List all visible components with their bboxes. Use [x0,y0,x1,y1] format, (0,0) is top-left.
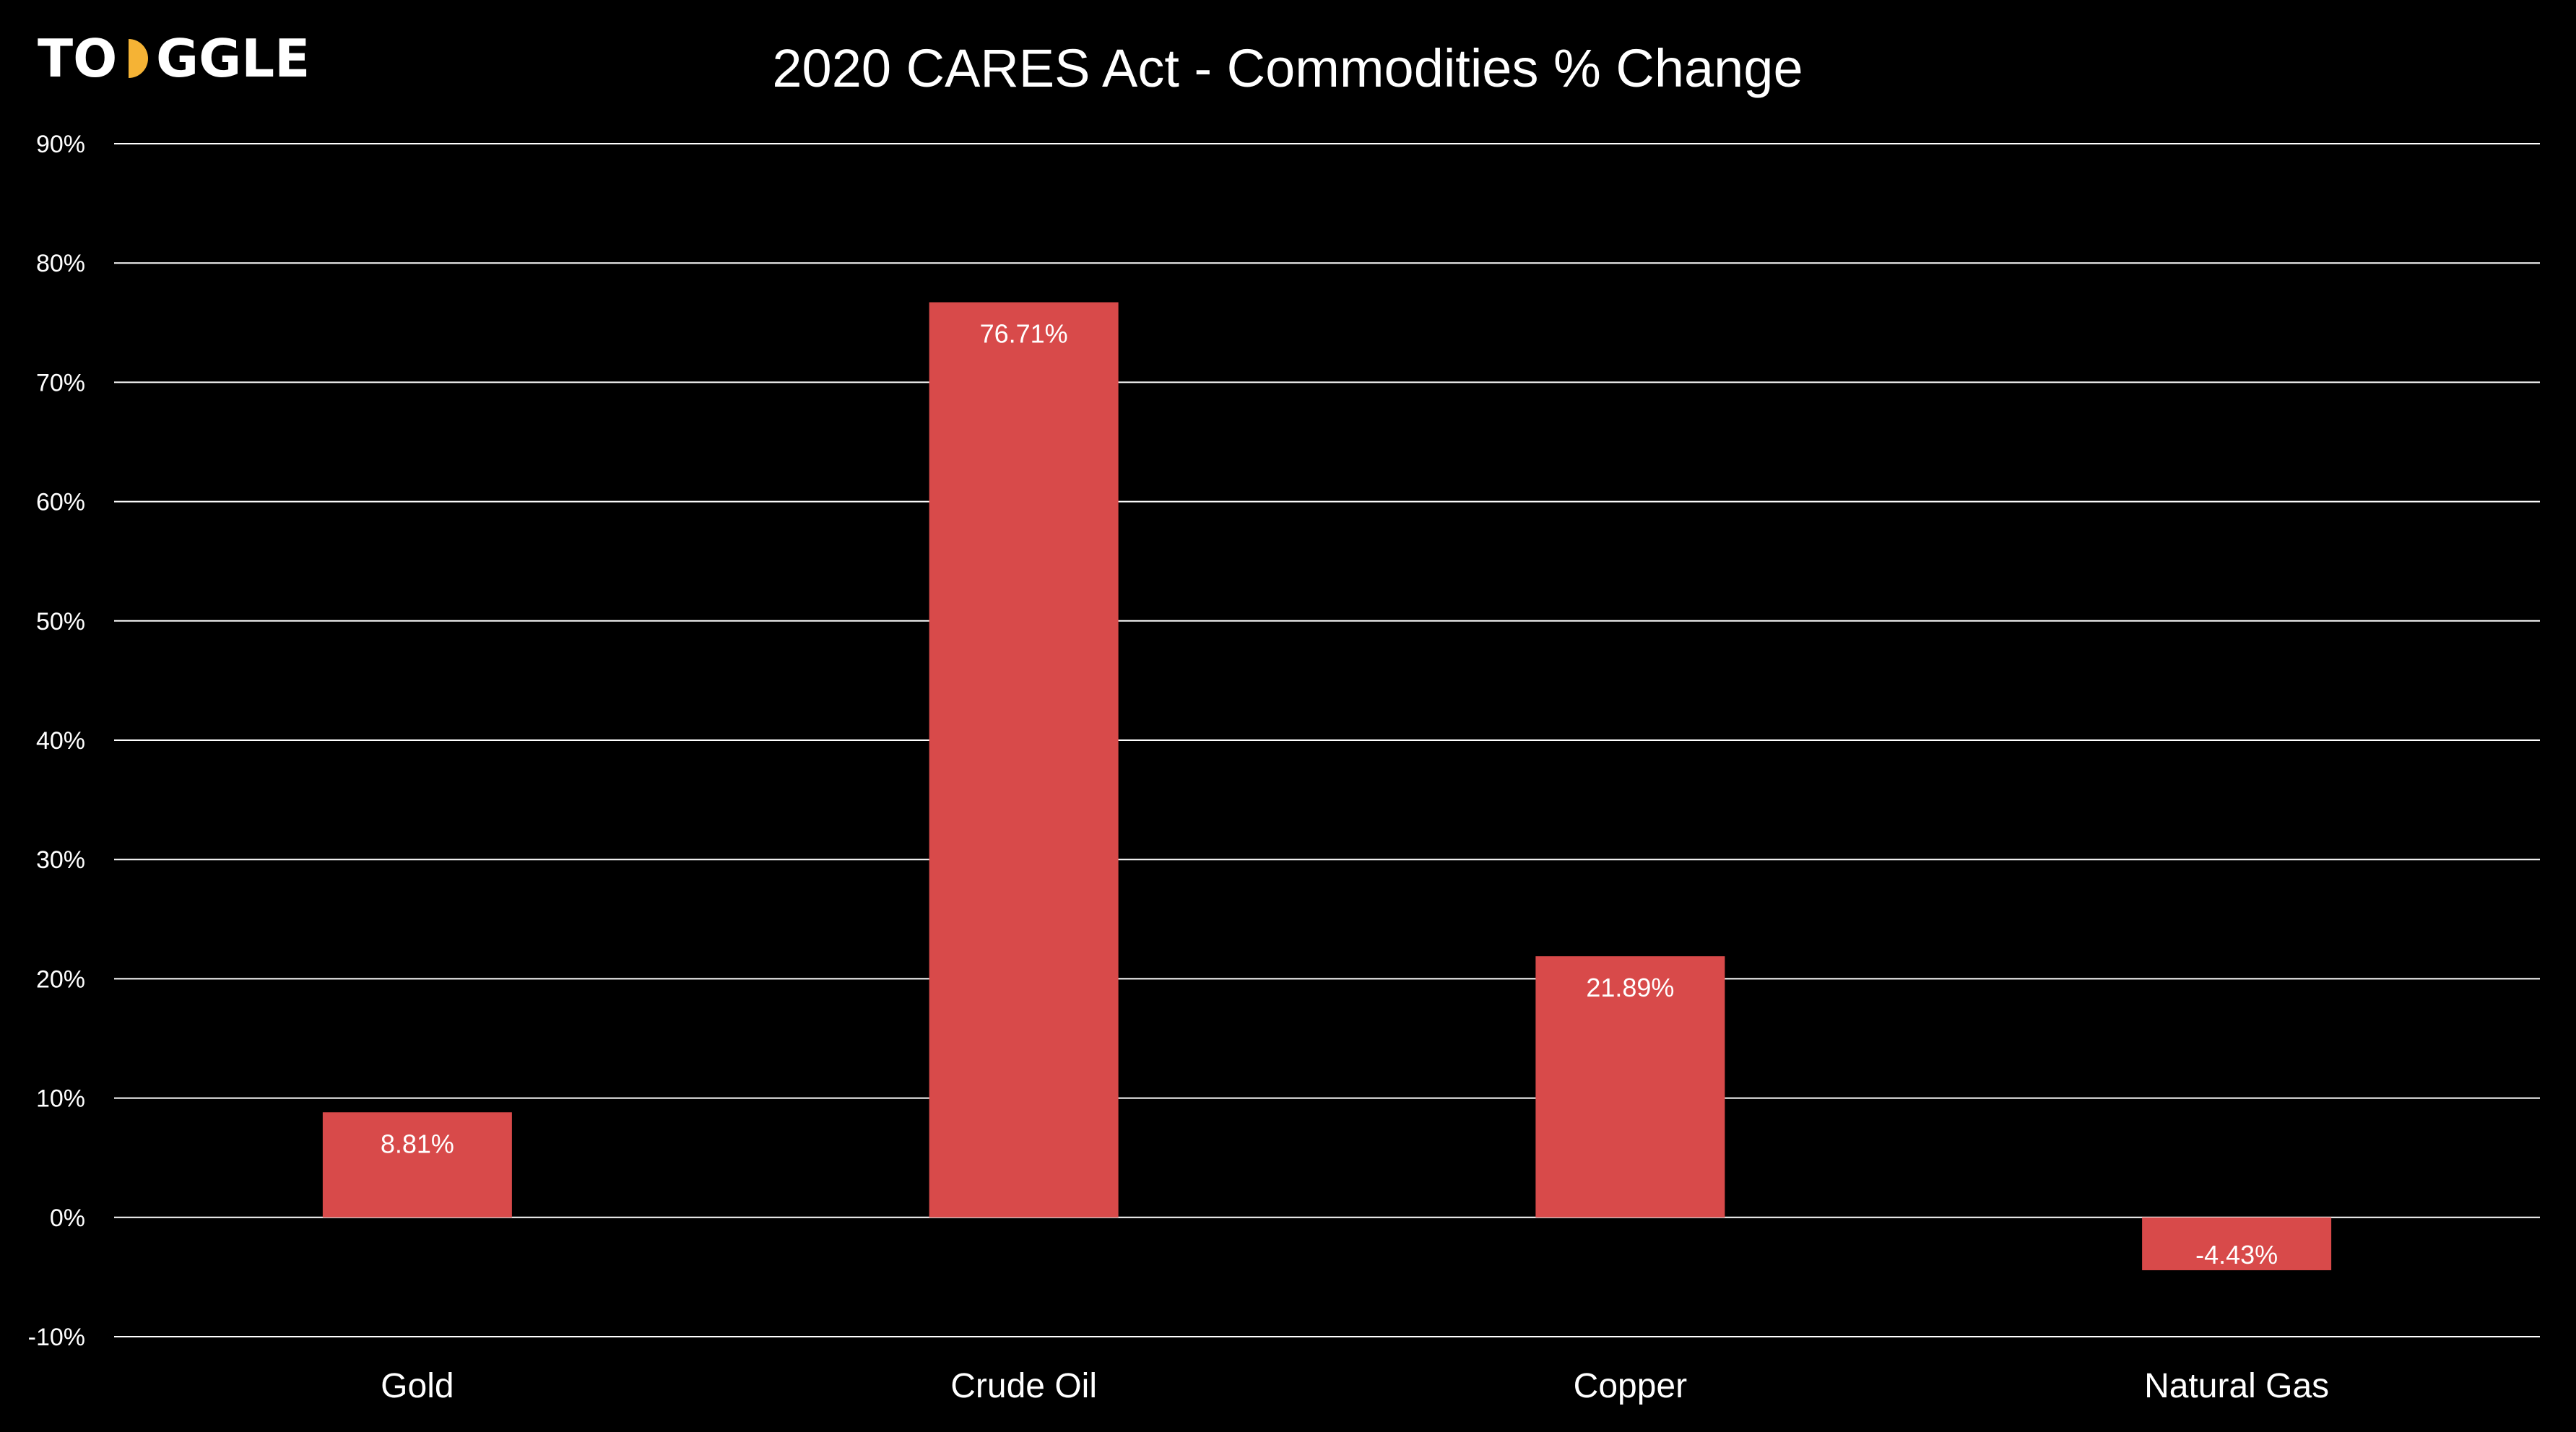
data-labels: 8.81% 76.71% 21.89% -4.43% [381,319,2278,1270]
y-tick-label: 90% [36,131,85,158]
data-label: 8.81% [381,1129,454,1158]
bar [2142,1217,2332,1270]
y-tick-label: 80% [36,250,85,277]
y-tick-label: 30% [36,846,85,874]
bars [322,302,2332,1270]
data-label: 76.71% [980,319,1068,349]
y-tick-label: 40% [36,727,85,755]
y-tick-label: 60% [36,489,85,516]
chart-title: 2020 CARES Act - Commodities % Change [772,38,1803,98]
x-category-label: Gold [381,1367,454,1405]
y-tick-label: 70% [36,369,85,396]
bar [1535,956,1725,1218]
x-axis-category-labels: Gold Crude Oil Copper Natural Gas [381,1367,2329,1405]
y-axis-tick-labels: -10% 0% 10% 20% 30% 40% 50% 60% 70% 80% 90% [28,131,85,1351]
data-label: 21.89% [1586,973,1674,1002]
x-category-label: Natural Gas [2144,1367,2329,1405]
toggle-logo: TO GGLE [38,28,310,89]
bar [929,302,1119,1218]
bar [322,1112,512,1218]
logo-half-circle-icon [129,39,148,78]
logo-text-part-2: GGLE [156,28,310,89]
x-category-label: Copper [1574,1367,1687,1405]
x-category-label: Crude Oil [950,1367,1097,1405]
y-tick-label: 20% [36,965,85,993]
y-tick-label: -10% [28,1324,85,1351]
y-tick-label: 10% [36,1085,85,1113]
logo-text-part-1: TO [38,28,117,89]
y-tick-label: 0% [50,1205,85,1232]
grid [114,143,2540,1337]
data-label: -4.43% [2195,1240,2278,1270]
y-tick-label: 50% [36,608,85,635]
